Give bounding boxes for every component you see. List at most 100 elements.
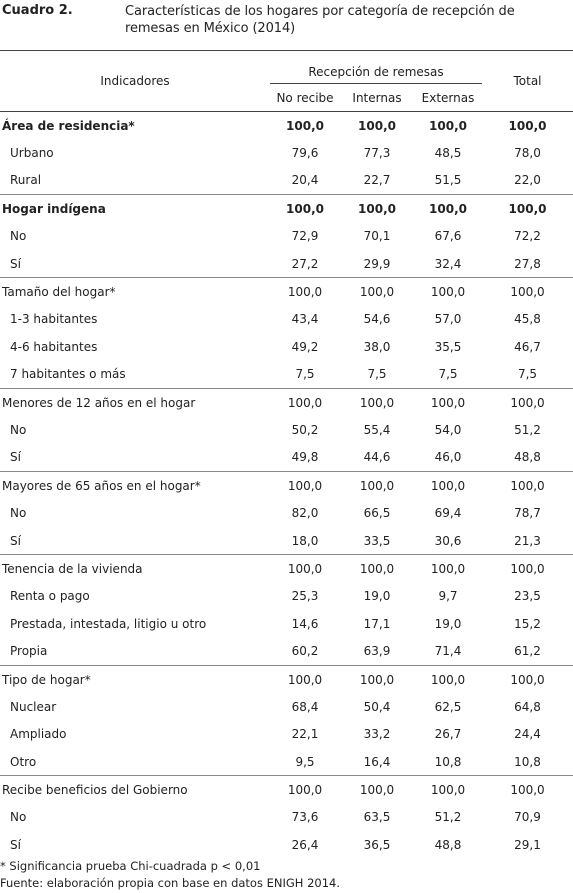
cell: 100,0 xyxy=(430,395,466,410)
cell: 7,5 xyxy=(367,367,387,382)
row-label: Nuclear xyxy=(10,699,57,714)
column-header: Total xyxy=(513,74,542,88)
cell: 23,5 xyxy=(514,589,541,604)
table-row: Nuclear 68,4 50,4 62,5 64,8 xyxy=(0,693,573,720)
cell: 27,2 xyxy=(291,256,319,271)
cell: 51,2 xyxy=(514,422,541,437)
cell: 19,0 xyxy=(434,616,462,631)
section-label: Tamaño del hogar* xyxy=(2,285,116,300)
row-label: 7 habitantes o más xyxy=(10,367,126,382)
cell: 24,4 xyxy=(514,727,541,742)
cell: 71,4 xyxy=(434,644,462,659)
cell: 22,7 xyxy=(363,173,391,188)
cell: 22,0 xyxy=(514,173,541,188)
cell: 46,7 xyxy=(514,339,541,354)
cell: 100,0 xyxy=(286,201,324,216)
cell: 30,6 xyxy=(434,533,462,548)
cell: 43,4 xyxy=(291,312,319,327)
table-row: Rural 20,4 22,7 51,5 22,0 xyxy=(0,167,573,195)
cell: 78,7 xyxy=(514,506,541,521)
cell: 45,8 xyxy=(514,312,541,327)
cell: 33,2 xyxy=(363,727,391,742)
cell: 100,0 xyxy=(358,118,396,133)
row-label: Rural xyxy=(10,173,42,188)
row-label: No xyxy=(10,229,27,244)
cell: 50,4 xyxy=(363,699,391,714)
cell: 7,5 xyxy=(517,367,538,382)
cell: 32,4 xyxy=(434,256,462,271)
cell: 100,0 xyxy=(287,561,323,576)
section-label: Área de residencia* xyxy=(2,118,135,133)
cell: 100,0 xyxy=(286,118,324,133)
row-label: No xyxy=(10,506,27,521)
section-row: Área de residencia* 100,0 100,0 100,0 100,0 xyxy=(0,112,573,140)
cell: 82,0 xyxy=(291,506,319,521)
cell: 100,0 xyxy=(430,672,466,687)
cell: 100,0 xyxy=(287,783,323,798)
section-label: Mayores de 65 años en el hogar* xyxy=(2,478,201,493)
section-row: Recibe beneficios del Gobierno 100,0 100,0… xyxy=(0,775,573,804)
cell: 100,0 xyxy=(359,285,395,300)
table: Indicadores Recepción de remesas Total N… xyxy=(0,50,573,859)
cell: 62,5 xyxy=(434,699,462,714)
table-row: No 72,9 70,1 67,6 72,2 xyxy=(0,223,573,250)
cell: 100,0 xyxy=(510,478,545,493)
row-label: 1-3 habitantes xyxy=(10,312,98,327)
cell: 29,9 xyxy=(363,256,391,271)
column-header: Indicadores xyxy=(100,74,170,88)
table-row: Otro 9,5 16,4 10,8 10,8 xyxy=(0,748,573,776)
cell: 7,5 xyxy=(295,367,315,382)
cell: 63,9 xyxy=(363,644,391,659)
column-header: No recibe xyxy=(276,90,334,105)
table-row: Sí 49,8 44,6 46,0 48,8 xyxy=(0,444,573,472)
cell: 100,0 xyxy=(359,783,395,798)
table-row: Renta o pago 25,3 19,0 9,7 23,5 xyxy=(0,583,573,610)
table-row: Sí 26,4 36,5 48,8 29,1 xyxy=(0,831,573,858)
row-label: Propia xyxy=(10,644,48,659)
cell: 100,0 xyxy=(359,478,395,493)
section-row: Tenencia de la vivienda 100,0 100,0 100,0 10… xyxy=(0,554,573,583)
cell: 79,6 xyxy=(291,146,319,161)
cell: 68,4 xyxy=(291,699,319,714)
cell: 100,0 xyxy=(359,395,395,410)
cell: 100,0 xyxy=(430,478,466,493)
cell: 66,5 xyxy=(363,506,391,521)
cell: 54,0 xyxy=(434,422,462,437)
section-row: Hogar indígena 100,0 100,0 100,0 100,0 xyxy=(0,194,573,223)
cell: 64,8 xyxy=(514,699,541,714)
cell: 57,0 xyxy=(434,312,462,327)
table-row: No 50,2 55,4 54,0 51,2 xyxy=(0,416,573,443)
cell: 20,4 xyxy=(291,173,319,188)
table-row: No 82,0 66,5 69,4 78,7 xyxy=(0,499,573,526)
cell: 35,5 xyxy=(434,339,462,354)
cell: 54,6 xyxy=(363,312,391,327)
cell: 25,3 xyxy=(291,589,319,604)
cell: 100,0 xyxy=(430,285,466,300)
cell: 100,0 xyxy=(508,118,547,133)
table-row: 7 habitantes o más 7,5 7,5 7,5 7,5 xyxy=(0,361,573,389)
row-label: Sí xyxy=(10,450,21,465)
cell: 100,0 xyxy=(287,672,323,687)
cell: 50,2 xyxy=(291,422,319,437)
cell: 9,7 xyxy=(438,589,458,604)
cell: 72,2 xyxy=(514,229,541,244)
cell: 100,0 xyxy=(510,285,545,300)
cell: 33,5 xyxy=(363,533,391,548)
cell: 100,0 xyxy=(508,201,547,216)
cell: 18,0 xyxy=(291,533,319,548)
cell: 9,5 xyxy=(295,754,315,769)
cell: 70,1 xyxy=(363,229,391,244)
table-row: Propia 60,2 63,9 71,4 61,2 xyxy=(0,637,573,665)
cell: 48,8 xyxy=(434,837,462,852)
section-label: Tipo de hogar* xyxy=(2,672,91,687)
table-row: 4-6 habitantes 49,2 38,0 35,5 46,7 xyxy=(0,333,573,360)
row-label: No xyxy=(10,422,27,437)
cell: 100,0 xyxy=(429,201,467,216)
cell: 73,6 xyxy=(291,810,319,825)
cell: 51,2 xyxy=(434,810,462,825)
cell: 100,0 xyxy=(429,118,467,133)
cell: 48,8 xyxy=(514,450,541,465)
column-group-header: Recepción de remesas xyxy=(270,50,482,84)
row-label: Sí xyxy=(10,256,21,271)
cell: 51,5 xyxy=(434,173,462,188)
